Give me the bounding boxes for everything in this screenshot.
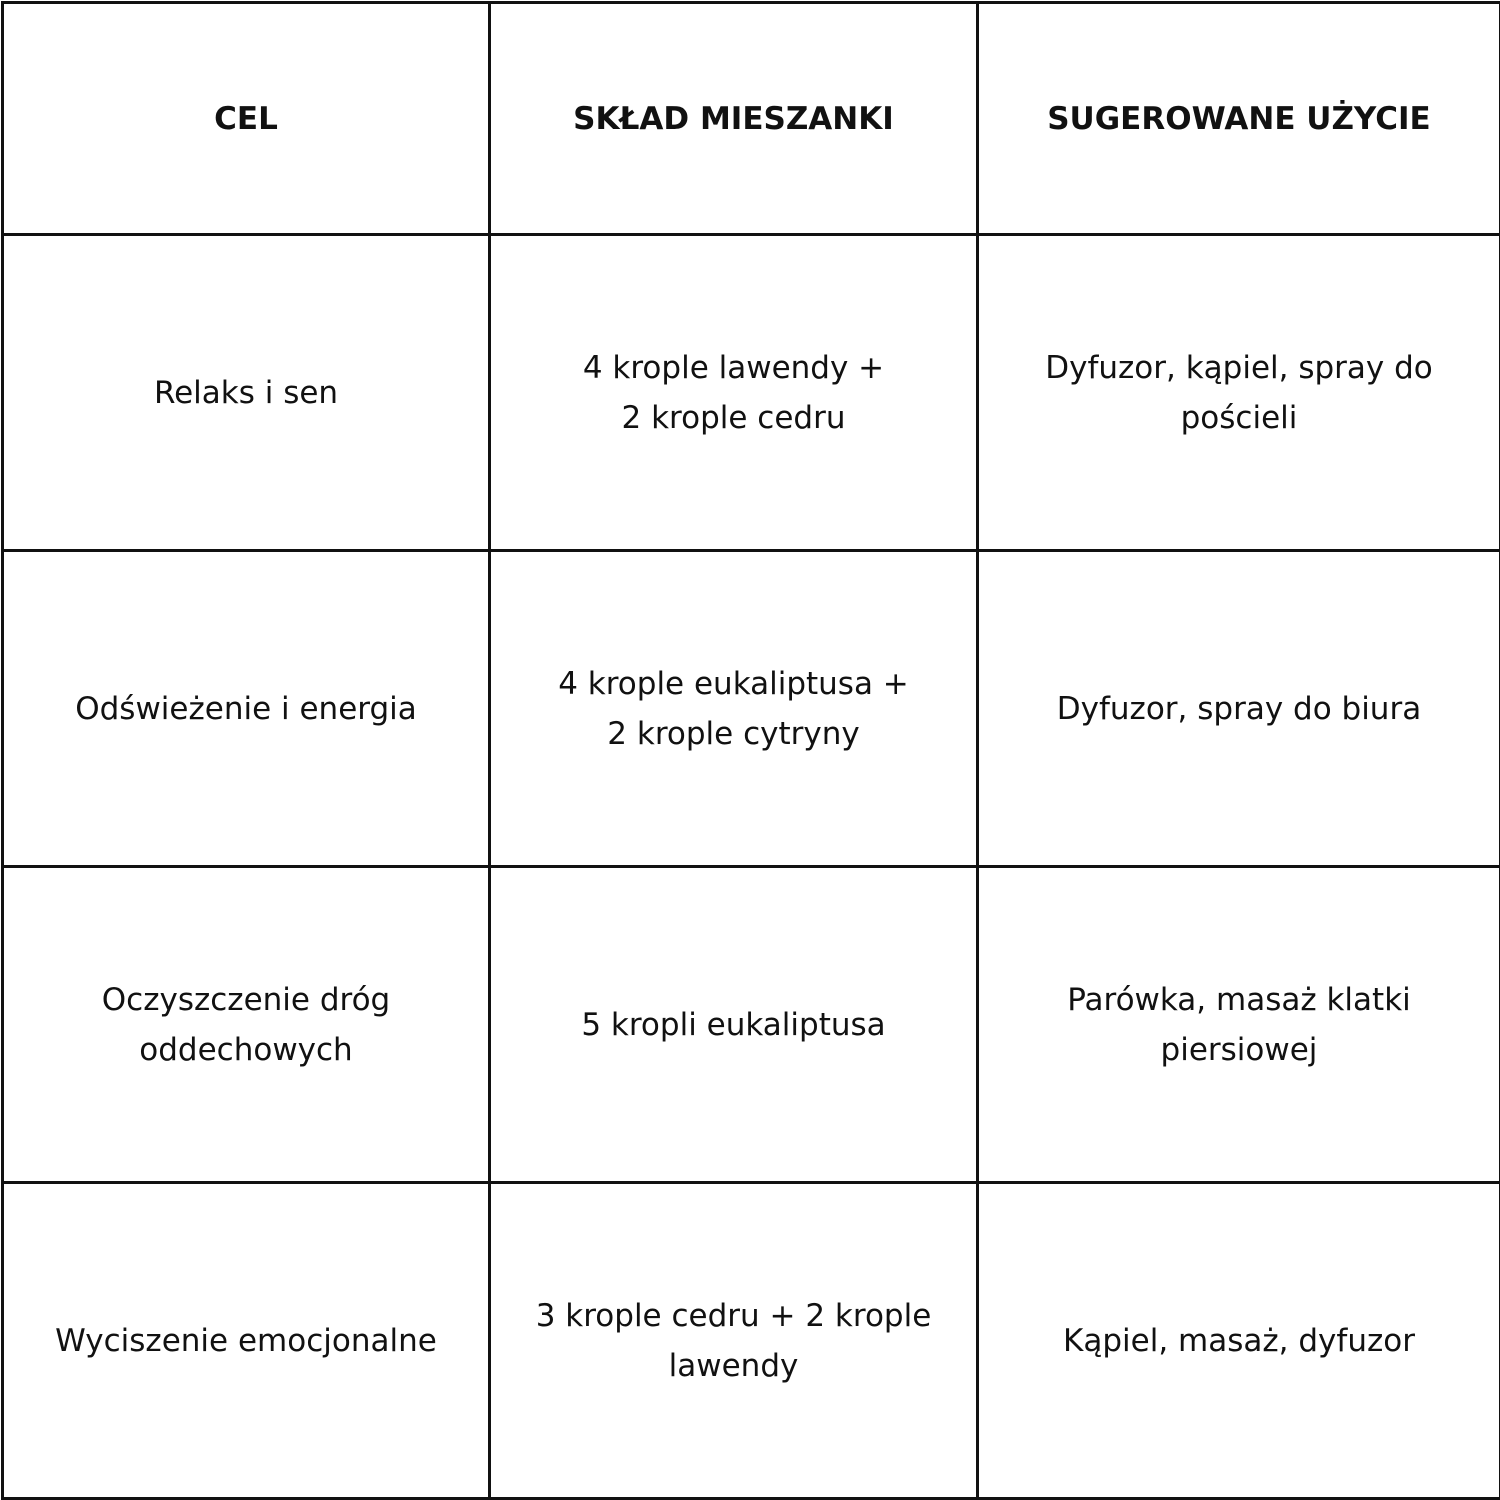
cel-cell: Relaks i sen — [1, 233, 491, 552]
cel-cell: Oczyszczenie dróg oddechowych — [1, 865, 491, 1184]
table-row: Oczyszczenie dróg oddechowych 5 kropli eu… — [1, 865, 1500, 1184]
header-uzycie: SUGEROWANE UŻYCIE — [976, 1, 1500, 236]
header-row: CEL SKŁAD MIESZANKI SUGEROWANE UŻYCIE — [1, 1, 1500, 236]
table-row: Odświeżenie i energia 4 krople eukaliptus… — [1, 549, 1500, 868]
header-sklad: SKŁAD MIESZANKI — [488, 1, 979, 236]
uzycie-cell: Kąpiel, masaż, dyfuzor — [976, 1181, 1500, 1500]
table-row: Wyciszenie emocjonalne 3 krople cedru + 2… — [1, 1181, 1500, 1500]
header-cel: CEL — [1, 1, 491, 236]
uzycie-cell: Dyfuzor, kąpiel, spray do pościeli — [976, 233, 1500, 552]
cel-cell: Odświeżenie i energia — [1, 549, 491, 868]
uzycie-cell: Parówka, masaż klatki piersiowej — [976, 865, 1500, 1184]
sklad-cell: 3 krople cedru + 2 krople lawendy — [488, 1181, 979, 1500]
cel-cell: Wyciszenie emocjonalne — [1, 1181, 491, 1500]
sklad-cell: 5 kropli eukaliptusa — [488, 865, 979, 1184]
uzycie-cell: Dyfuzor, spray do biura — [976, 549, 1500, 868]
sklad-cell: 4 krople eukaliptusa + 2 krople cytryny — [488, 549, 979, 868]
sklad-cell: 4 krople lawendy + 2 krople cedru — [488, 233, 979, 552]
table-row: Relaks i sen 4 krople lawendy + 2 krople … — [1, 233, 1500, 552]
